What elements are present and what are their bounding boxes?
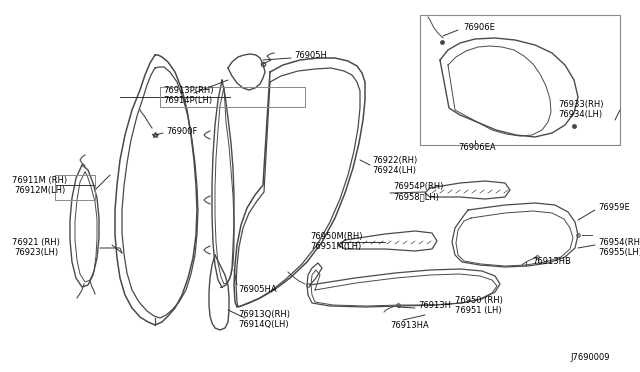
Text: 76924(LH): 76924(LH): [372, 166, 416, 174]
Text: 76914P(LH): 76914P(LH): [163, 96, 212, 105]
Text: 76906EA: 76906EA: [458, 144, 495, 153]
Text: 76913HA: 76913HA: [390, 321, 429, 330]
Text: 76959E: 76959E: [598, 203, 630, 212]
Text: 76951 (LH): 76951 (LH): [455, 305, 502, 314]
Text: 76905HA: 76905HA: [238, 285, 276, 295]
Text: 76950M(RH): 76950M(RH): [310, 232, 362, 241]
Text: 76912M(LH): 76912M(LH): [14, 186, 65, 195]
Text: J7690009: J7690009: [570, 353, 609, 362]
Text: 76954P(RH): 76954P(RH): [393, 183, 444, 192]
Text: 76906E: 76906E: [463, 22, 495, 32]
Text: 76900F: 76900F: [166, 126, 197, 135]
Text: 76921 (RH): 76921 (RH): [12, 238, 60, 247]
Text: 76905H: 76905H: [294, 51, 327, 60]
Text: 76911M (RH): 76911M (RH): [12, 176, 67, 185]
Text: 76934(LH): 76934(LH): [558, 110, 602, 119]
Text: 76922(RH): 76922(RH): [372, 155, 417, 164]
Text: 76950 (RH): 76950 (RH): [455, 295, 503, 305]
Text: 76914Q(LH): 76914Q(LH): [238, 321, 289, 330]
Text: 76954(RH): 76954(RH): [598, 237, 640, 247]
Text: 76923(LH): 76923(LH): [14, 248, 58, 257]
Text: 76913HB: 76913HB: [532, 257, 571, 266]
Text: 76958（LH): 76958（LH): [393, 192, 439, 202]
Text: 76955(LH): 76955(LH): [598, 247, 640, 257]
Text: 76951M(LH): 76951M(LH): [310, 243, 361, 251]
Text: 76913Q(RH): 76913Q(RH): [238, 311, 290, 320]
Text: 76913P(RH): 76913P(RH): [163, 87, 214, 96]
Text: 76913H: 76913H: [418, 301, 451, 310]
Text: 76933(RH): 76933(RH): [558, 100, 604, 109]
